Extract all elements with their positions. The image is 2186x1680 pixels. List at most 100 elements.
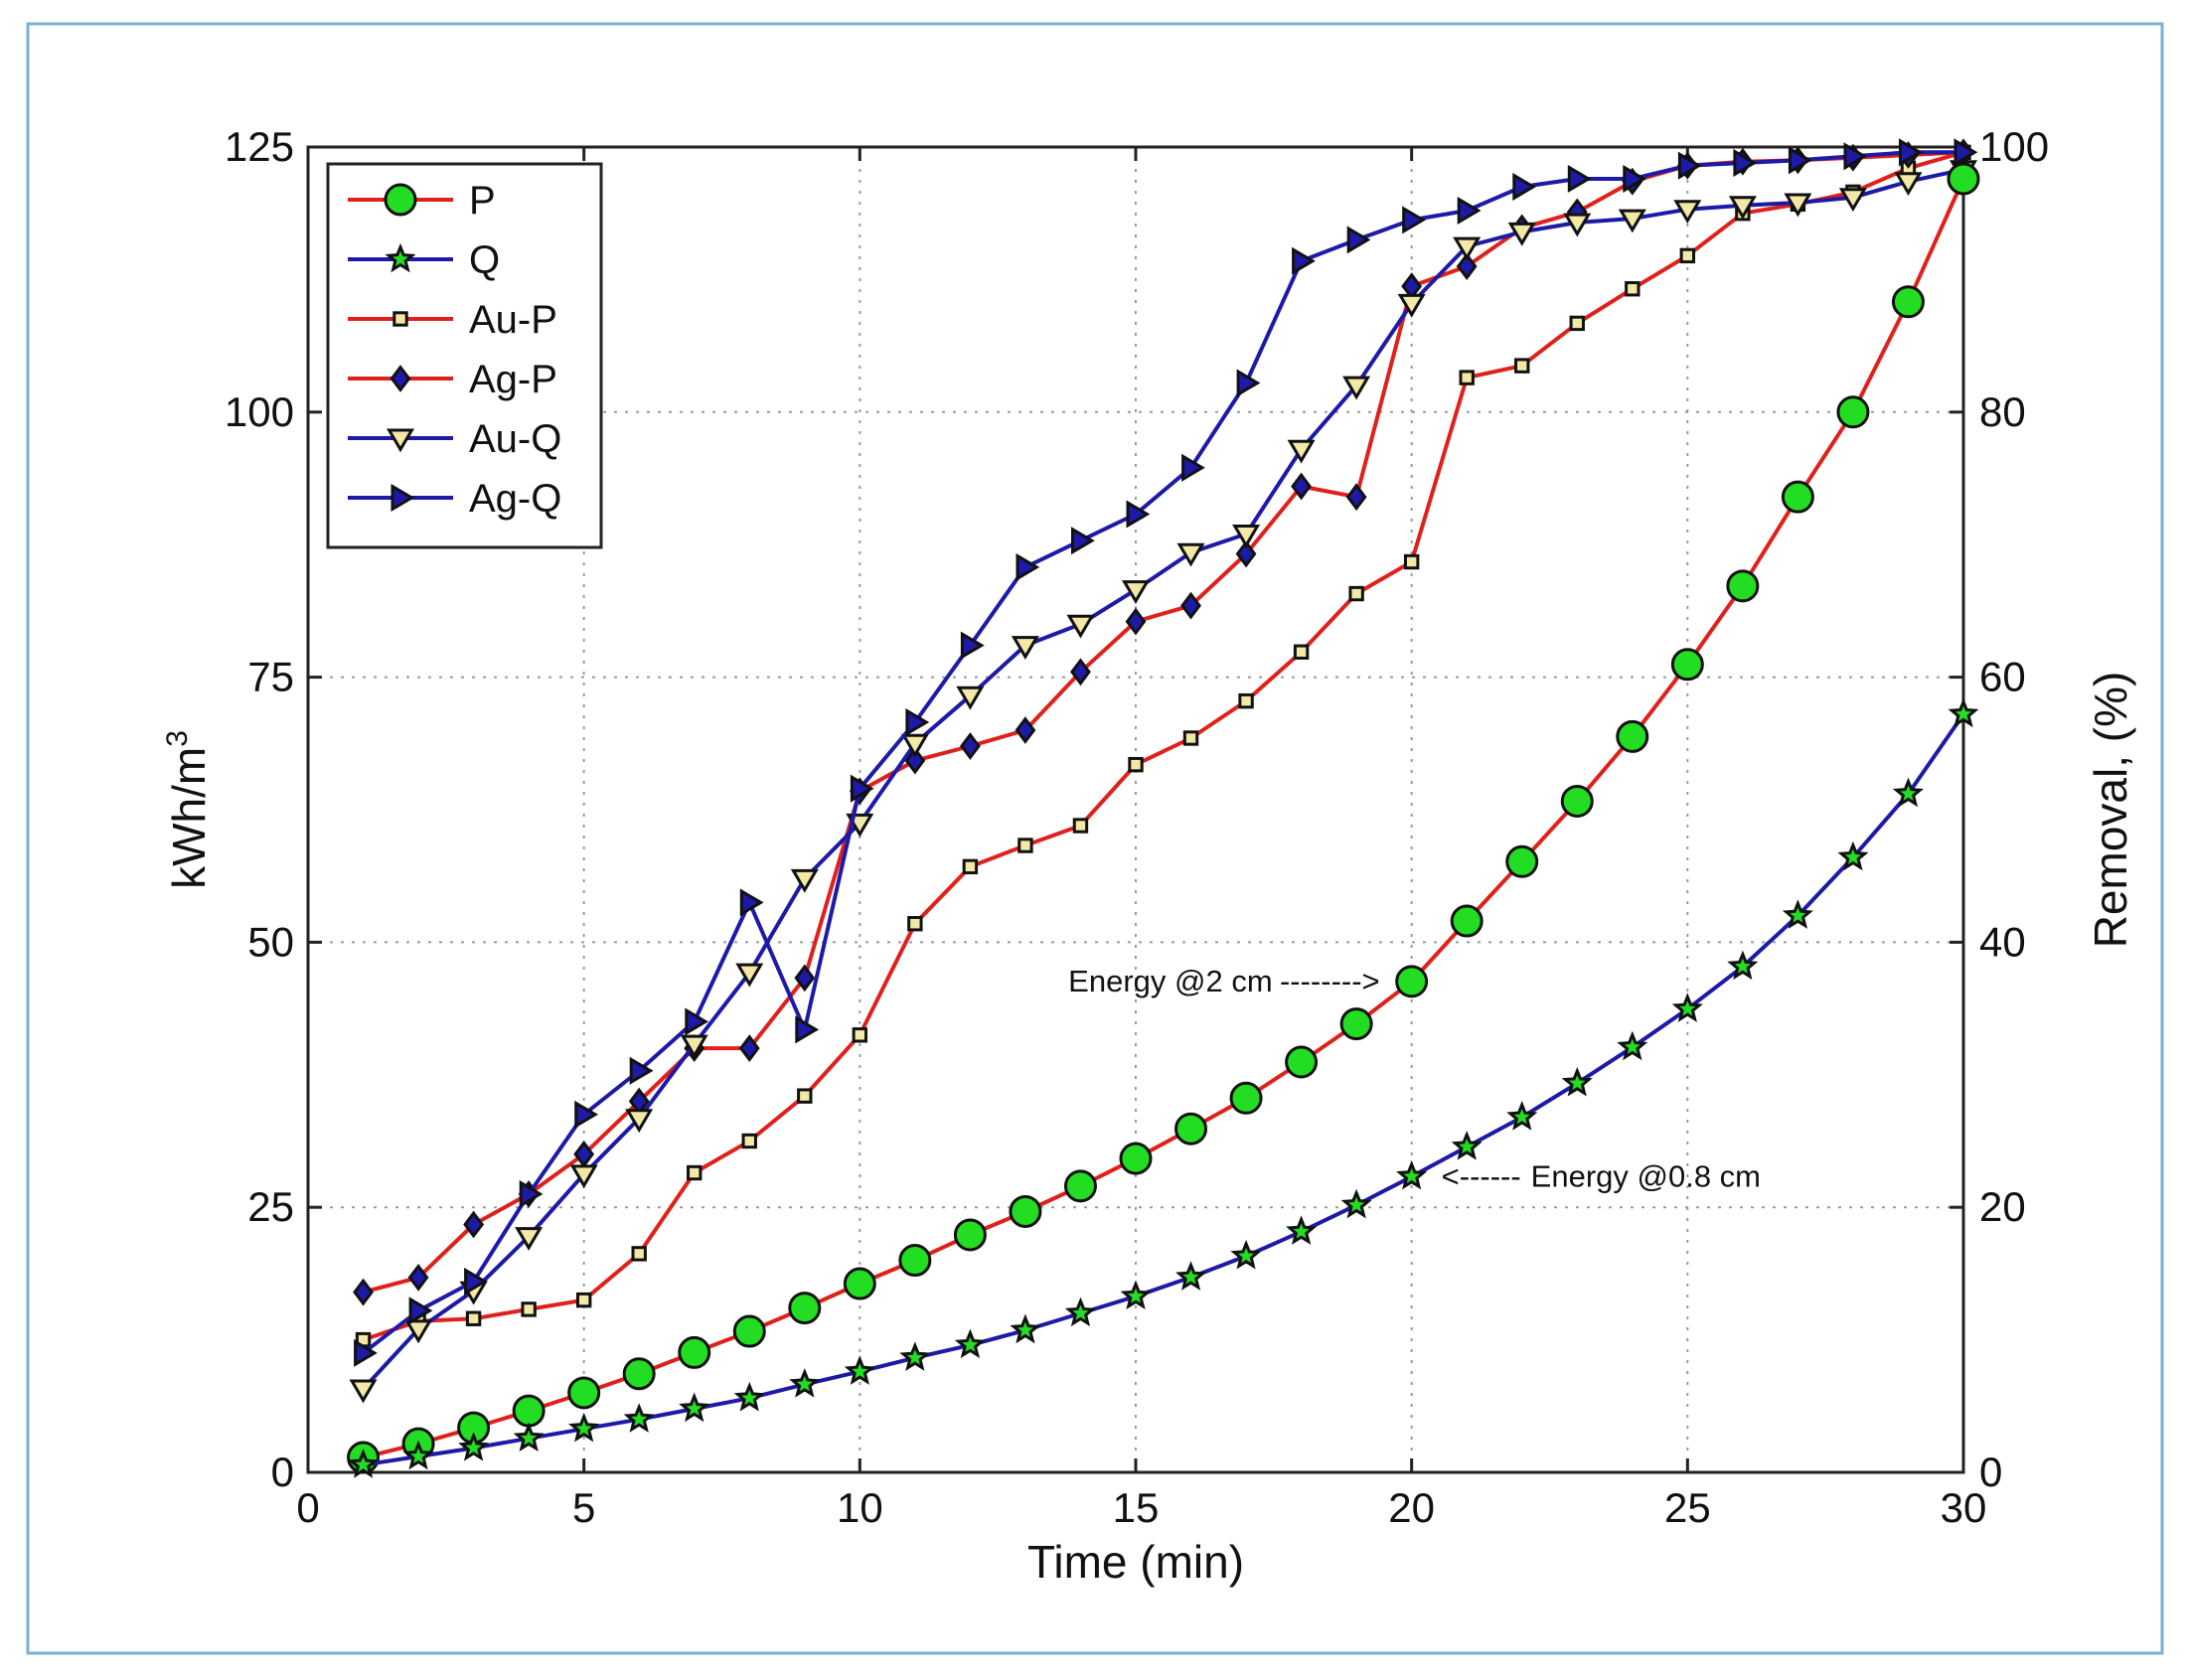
data-point-au-q [569,1164,598,1189]
data-point-p [1616,719,1649,753]
data-point-au-p [1128,756,1144,773]
data-point-au-p [1569,315,1585,332]
data-point-ag-q [1512,172,1537,202]
data-point-ag-q [1843,142,1868,171]
data-point-ag-q [905,707,930,737]
data-point-ag-q [1015,552,1040,581]
data-point-ag-q [1953,138,1978,167]
y2-tick-label: 20 [1979,1183,2026,1230]
data-point-au-p [907,916,923,932]
data-point-ag-q [1788,146,1812,175]
data-point-au-p [1348,585,1364,602]
data-point-p [1726,569,1760,603]
x-tick-label: 0 [296,1484,319,1531]
data-point-au-q [1618,209,1646,233]
data-point-q [1396,1159,1428,1190]
data-point-ag-q [685,1007,709,1036]
y-tick-label: 125 [225,123,294,170]
data-point-au-p [1182,730,1199,746]
data-point-au-p [741,1133,757,1149]
data-point-ag-q [1457,196,1482,226]
data-point-p [1670,648,1704,682]
legend-marker-au-q [386,428,415,453]
data-point-au-p [1625,281,1640,297]
data-point-au-q [404,1319,433,1344]
data-point-au-q [1121,580,1151,604]
data-point-au-q [625,1109,654,1134]
data-point-au-p [852,1027,868,1043]
data-point-au-q [1232,525,1261,548]
data-point-au-q [1287,439,1316,464]
data-point-ag-q [1126,500,1151,529]
data-point-au-p [1238,692,1254,709]
x-tick-label: 10 [837,1484,883,1531]
data-point-au-q [1784,193,1812,218]
data-point-p [1395,965,1429,998]
data-point-ag-q [629,1056,654,1085]
legend: PQ Au-P Ag-P Au-Q Ag-Q [326,162,603,549]
data-point-q [623,1403,655,1433]
data-point-au-q [956,686,985,710]
data-point-p [1119,1142,1153,1175]
data-point-ag-q [354,1338,378,1367]
data-point-p [1781,480,1814,514]
data-point-au-p [1459,370,1475,385]
data-point-au-q [1728,196,1757,221]
series-group [347,138,1980,1478]
x-tick-label: 5 [572,1484,595,1531]
legend-box [326,162,603,549]
data-point-p [1891,285,1925,319]
data-point-p [898,1244,932,1278]
data-point-au-p [1017,838,1033,853]
legend-label-ag-p: Ag-P [469,358,557,401]
legend-marker-ag-p [390,365,411,392]
annotation-label-08cm: Energy @0.8 cm [1531,1158,1761,1193]
data-point-p [678,1335,711,1369]
y-tick-label: 0 [271,1449,294,1495]
data-point-au-q [735,963,764,988]
legend-label-au-q: Au-Q [469,417,561,461]
y-axis-label: kWh/m3 [161,730,215,889]
legend-marker-au-p [392,311,408,327]
data-point-p [843,1267,876,1300]
data-point-ag-q [464,1267,488,1296]
data-point-au-p [1293,644,1310,660]
data-point-p [622,1357,656,1391]
x-axis-label: Time (min) [1027,1536,1244,1588]
series-line-q [363,712,1965,1467]
data-point-au-q [1176,542,1205,567]
data-point-au-p [1403,553,1420,570]
series-ag-q [354,138,1978,1367]
data-point-ag-p [794,964,816,993]
data-point-p [1339,1007,1373,1041]
data-point-au-q [1397,293,1426,318]
data-point-au-q [349,1379,378,1404]
y-tick-label: 50 [247,918,294,965]
data-point-ag-p [463,1210,485,1239]
data-point-p [1836,395,1870,429]
data-point-ag-q [1292,246,1316,275]
data-point-p [1009,1194,1042,1228]
data-point-au-q [515,1227,544,1251]
data-point-ag-q [1677,151,1702,180]
series-q [348,697,1979,1478]
data-point-ag-p [353,1278,374,1306]
data-point-au-p [962,858,979,875]
data-point-ag-p [1345,483,1367,512]
data-point-au-q [1453,236,1482,261]
y2-tick-label: 40 [1979,918,2026,965]
data-point-p [1229,1081,1263,1115]
y-axis-label-superscript: 3 [161,730,194,747]
data-point-au-p [797,1088,813,1104]
data-point-au-q [1066,614,1095,639]
data-point-ag-p [960,732,981,760]
annotation-label-2cm: Energy @2 cm [1068,964,1272,998]
data-point-q [789,1368,821,1398]
data-point-ag-p [1125,607,1147,636]
data-point-au-p [1072,818,1089,834]
data-point-ag-p [1235,539,1257,568]
data-point-au-p [1514,358,1530,374]
data-point-ag-q [1181,453,1205,482]
data-point-q [679,1392,710,1423]
data-point-q [513,1422,545,1452]
